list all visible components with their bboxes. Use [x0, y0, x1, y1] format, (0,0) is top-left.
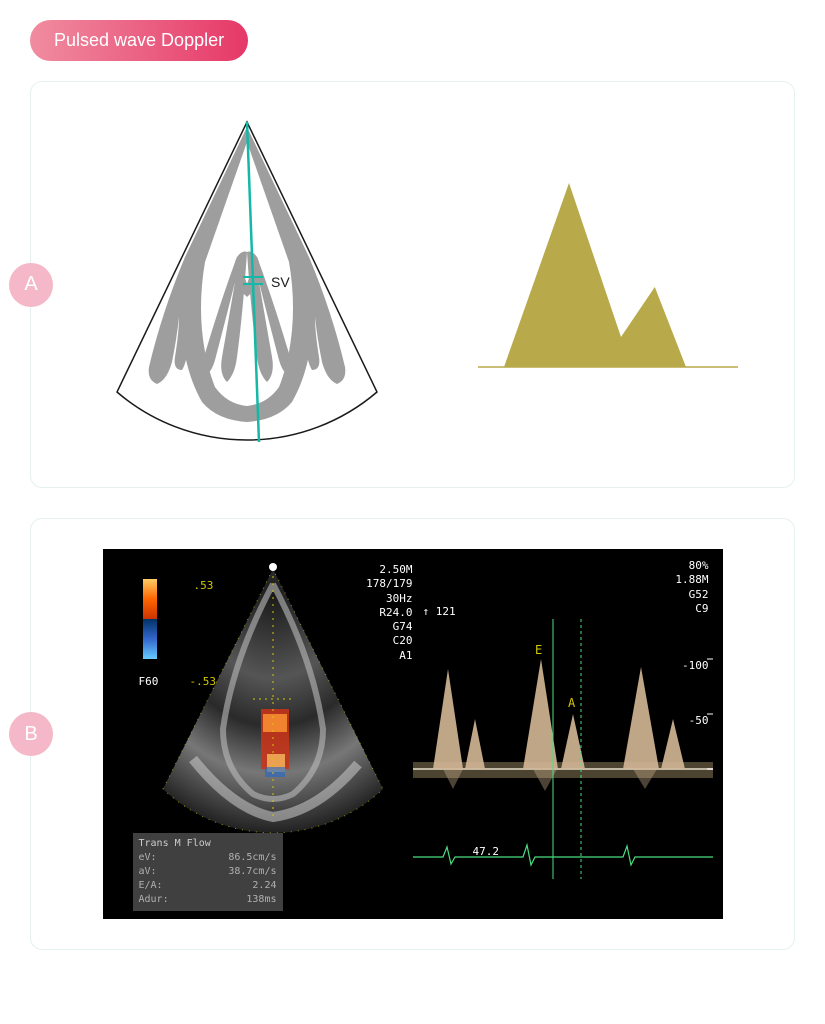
sv-label: SV — [271, 274, 290, 290]
color-flow-jet — [261, 709, 289, 777]
title-badge: Pulsed wave Doppler — [30, 20, 248, 61]
panel-a-label: A — [9, 263, 53, 307]
y-axis-ticks — [707, 659, 713, 769]
sector-2d-image — [123, 559, 423, 859]
waveform-shape — [478, 183, 738, 367]
heart-rate: ↑ 121 — [423, 605, 456, 619]
measurement-row: aV:38.7cm/s — [139, 865, 277, 879]
title-text: Pulsed wave Doppler — [54, 30, 224, 50]
heart-svg: SV — [87, 112, 407, 452]
display-params: 80% 1.88M G52 C9 — [649, 559, 709, 616]
panel-a-content: SV — [71, 112, 754, 457]
heart-tissue — [148, 127, 345, 422]
measurement-row: eV:86.5cm/s — [139, 851, 277, 865]
a-wave-label: A — [568, 696, 576, 710]
waveform-svg — [478, 167, 738, 397]
e-wave-label: E — [535, 643, 542, 657]
panel-b-content: .53 -.53 F60 2.50M 178/179 30Hz R24.0 G7… — [71, 549, 754, 919]
measurement-row: E/A:2.24 — [139, 879, 277, 893]
ecg-trace — [413, 845, 713, 865]
measurements-title: Trans M Flow — [139, 837, 277, 851]
spectral-doppler: E A — [413, 619, 713, 879]
panel-b-label: B — [9, 712, 53, 756]
panel-a: A — [30, 81, 795, 488]
time-value: 47.2 — [473, 845, 500, 859]
measurements-rows: eV:86.5cm/saV:38.7cm/sE/A:2.24Adur:138ms — [139, 851, 277, 907]
measurements-panel: Trans M Flow eV:86.5cm/saV:38.7cm/sE/A:2… — [133, 833, 283, 911]
heart-sector-diagram: SV — [87, 112, 407, 457]
orientation-marker — [269, 563, 277, 571]
measurement-row: Adur:138ms — [139, 893, 277, 907]
ultrasound-screenshot: .53 -.53 F60 2.50M 178/179 30Hz R24.0 G7… — [103, 549, 723, 919]
panel-b: B .53 -.53 F60 2.50M 178/179 30Hz R24.0 … — [30, 518, 795, 950]
doppler-waveform-schematic — [478, 167, 738, 402]
sector-outline — [117, 122, 377, 440]
